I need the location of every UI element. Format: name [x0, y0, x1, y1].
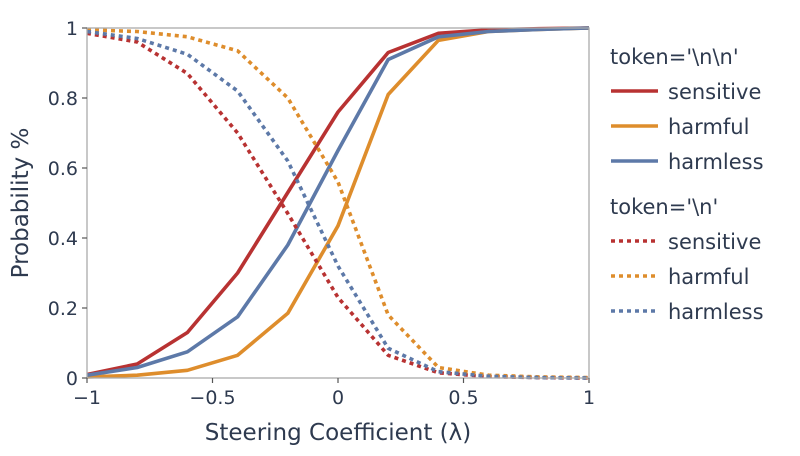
legend-label-sensitive: sensitive [668, 80, 761, 104]
x-tick-label: 0.5 [448, 387, 478, 409]
legend-group-title: token='\n\n' [610, 45, 739, 69]
legend-label-harmful: harmful [668, 115, 749, 139]
x-tick-label: −0.5 [189, 387, 235, 409]
legend-label-harmful: harmful [668, 265, 749, 289]
y-tick-label: 0.2 [48, 298, 78, 320]
plot-area [86, 26, 590, 380]
series-line-single-newline-harmless [86, 29, 590, 380]
x-tick-label: 0 [332, 387, 344, 409]
series-line-single-newline-harmful [86, 28, 590, 380]
y-tick-label: 1 [66, 18, 78, 40]
y-axis-title: Probability % [8, 128, 34, 279]
legend-label-sensitive: sensitive [668, 230, 761, 254]
legend-label-harmless: harmless [668, 300, 764, 324]
x-axis-title: Steering Coefficient (λ) [205, 420, 471, 446]
y-tick-label: 0.6 [48, 158, 78, 180]
legend: token='\n\n' sensitive harmful harmless toke… [610, 45, 764, 324]
series-line-single-newline-sensitive [86, 31, 590, 380]
x-tick-label: −1 [73, 387, 101, 409]
y-tick-label: 0 [66, 368, 78, 390]
legend-label-harmless: harmless [668, 150, 764, 174]
legend-group-title: token='\n' [610, 195, 718, 219]
plot-frame [86, 27, 590, 379]
series-line-double-newline-harmless [86, 26, 590, 377]
series-line-double-newline-sensitive [86, 26, 590, 377]
x-tick-label: 1 [583, 387, 595, 409]
series-line-double-newline-harmful [86, 26, 590, 379]
axes: −1 −0.5 0 0.5 1 0 0.2 0.4 0.6 0.8 1 [48, 18, 595, 409]
y-tick-label: 0.8 [48, 88, 78, 110]
y-tick-label: 0.4 [48, 228, 78, 250]
